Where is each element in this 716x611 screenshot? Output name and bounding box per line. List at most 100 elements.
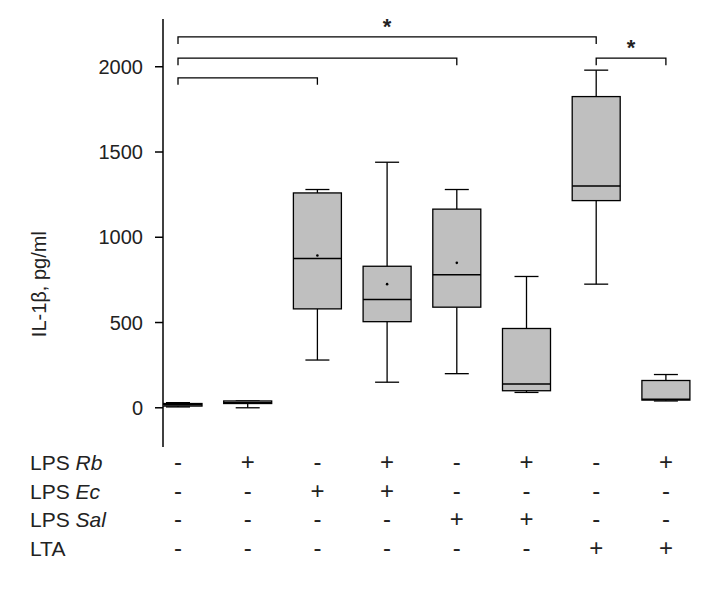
- whisker-cap-min: [584, 284, 608, 285]
- factor-level: -: [244, 534, 252, 561]
- factor-level: +: [589, 534, 603, 561]
- box: [642, 380, 690, 400]
- factor-level: +: [241, 448, 255, 475]
- significance-bracket: [178, 58, 457, 65]
- factor-level: -: [453, 477, 461, 504]
- whisker-cap-min: [375, 382, 399, 383]
- factor-level: -: [662, 505, 670, 532]
- whisker-cap-min: [445, 373, 469, 374]
- box-group: [433, 190, 481, 374]
- whisker-cap-max: [515, 276, 539, 277]
- whisker-upper: [386, 162, 387, 266]
- factor-level: -: [174, 448, 182, 475]
- factor-level: +: [450, 505, 464, 532]
- whisker-cap-min: [515, 392, 539, 393]
- box: [363, 266, 411, 321]
- factor-level: +: [519, 505, 533, 532]
- significance-bracket: [178, 78, 317, 85]
- factor-level: +: [659, 448, 673, 475]
- box: [503, 328, 551, 390]
- whisker-cap-max: [305, 189, 329, 190]
- median: [572, 185, 620, 187]
- boxes: [163, 70, 690, 408]
- whisker-lower: [386, 322, 387, 383]
- y-tick-label: 1500: [99, 141, 144, 163]
- factor-level: +: [310, 477, 324, 504]
- box-group: [572, 70, 620, 284]
- median: [293, 258, 341, 260]
- significance-label: *: [383, 14, 392, 39]
- factor-level: +: [380, 477, 394, 504]
- factor-level: -: [453, 534, 461, 561]
- median: [642, 399, 690, 401]
- factor-level: -: [523, 477, 531, 504]
- box-group: [363, 162, 411, 382]
- chart: 0500100015002000IL-1β, pg/ml**LPS Rb-+-+…: [0, 0, 716, 611]
- factor-level: -: [662, 477, 670, 504]
- y-tick-label: 2000: [99, 56, 144, 78]
- factor-level: -: [174, 477, 182, 504]
- factor-level: -: [174, 505, 182, 532]
- y-tick: [155, 237, 163, 239]
- box-group: [503, 276, 551, 392]
- factor-level: +: [659, 534, 673, 561]
- factor-level: -: [383, 534, 391, 561]
- whisker-cap-max: [584, 70, 608, 71]
- y-tick: [155, 407, 163, 409]
- y-tick: [155, 322, 163, 324]
- median: [224, 402, 272, 404]
- factor-level: -: [313, 505, 321, 532]
- y-tick: [155, 151, 163, 153]
- y-tick-label: 500: [110, 312, 143, 334]
- factor-level: -: [592, 477, 600, 504]
- y-axis-label: IL-1β, pg/ml: [28, 231, 50, 337]
- factor-level: -: [523, 534, 531, 561]
- median: [363, 299, 411, 301]
- factor-name: LPS Rb: [30, 451, 103, 474]
- median: [503, 383, 551, 385]
- whisker-lower: [317, 309, 318, 360]
- factor-level: -: [174, 534, 182, 561]
- whisker-cap-min: [305, 359, 329, 360]
- factor-name: LPS Sal: [30, 508, 107, 531]
- factor-name: LPS Ec: [30, 480, 101, 503]
- box-group: [293, 190, 341, 361]
- factor-level: +: [519, 448, 533, 475]
- whisker-upper: [596, 70, 597, 96]
- whisker-upper: [456, 190, 457, 210]
- box: [163, 404, 202, 407]
- y-tick-label: 0: [132, 397, 143, 419]
- whisker-cap-min: [236, 407, 260, 408]
- factor-level: -: [313, 448, 321, 475]
- box: [433, 209, 481, 307]
- factor-level: -: [313, 534, 321, 561]
- box-group: [224, 401, 272, 408]
- whisker-lower: [456, 307, 457, 374]
- box: [572, 97, 620, 201]
- factor-level: -: [383, 505, 391, 532]
- factor-level: -: [592, 448, 600, 475]
- factor-level: +: [380, 448, 394, 475]
- factor-name: LTA: [30, 537, 65, 560]
- box-group: [163, 403, 202, 407]
- factor-level: -: [453, 448, 461, 475]
- factor-level: -: [592, 505, 600, 532]
- y-axis: [162, 19, 164, 447]
- box: [224, 401, 272, 404]
- box-group: [642, 375, 690, 401]
- mean: [456, 262, 459, 265]
- median: [433, 274, 481, 276]
- mean: [316, 254, 319, 257]
- whisker-cap-max: [445, 189, 469, 190]
- whisker-upper: [526, 276, 527, 328]
- whisker-lower: [596, 201, 597, 285]
- box: [293, 193, 341, 309]
- mean: [386, 283, 389, 286]
- whisker-cap-max: [654, 374, 678, 375]
- y-tick-label: 1000: [99, 226, 144, 248]
- whisker-upper: [665, 375, 666, 381]
- whisker-cap-max: [375, 162, 399, 163]
- factor-level: -: [244, 477, 252, 504]
- factor-level: -: [244, 505, 252, 532]
- y-tick: [155, 66, 163, 68]
